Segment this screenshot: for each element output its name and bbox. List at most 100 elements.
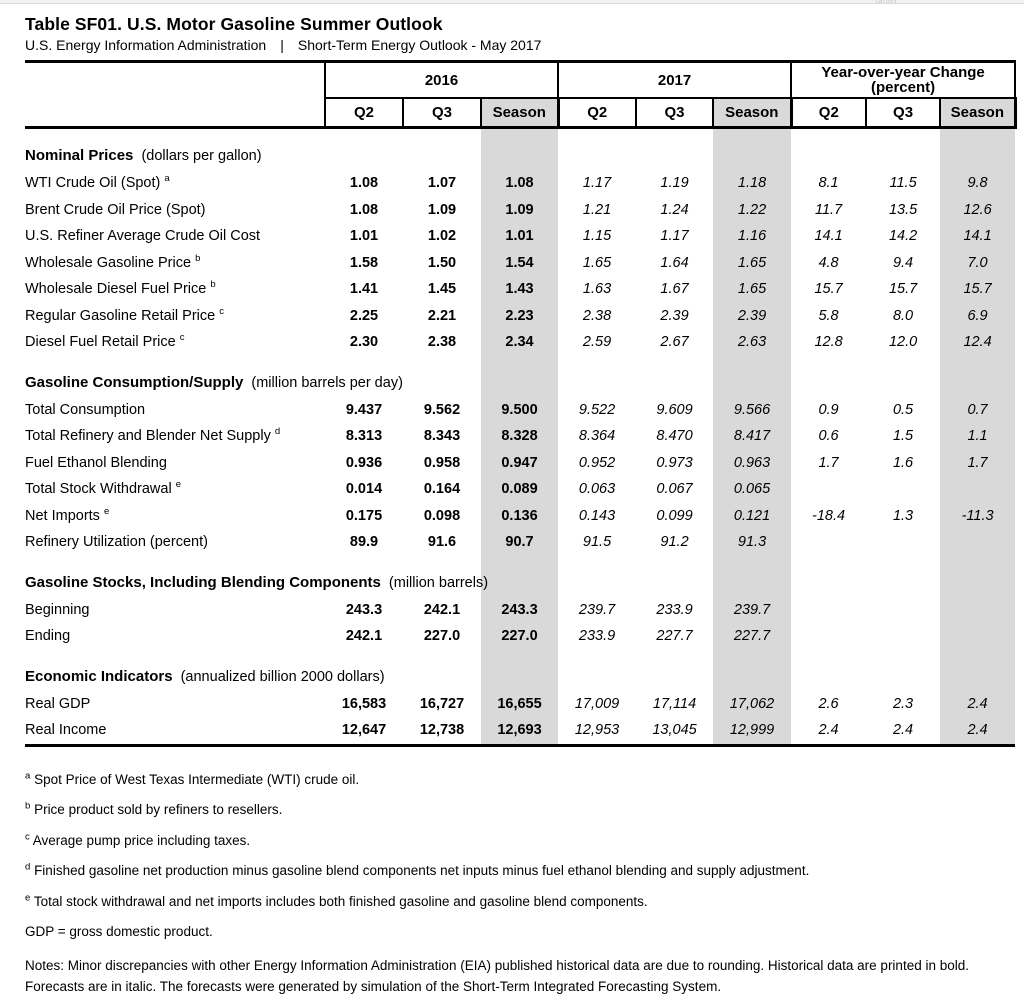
value-cell: [940, 476, 1016, 503]
value-cell: 1.45: [427, 281, 457, 298]
section-unit: (million barrels): [380, 574, 489, 591]
row-label: Regular Gasoline Retail Price c: [25, 305, 224, 324]
value-cell: 1.5: [892, 428, 914, 445]
value-cell: 227.7: [713, 623, 792, 650]
value-cell: 1.02: [427, 228, 457, 245]
table-row: Fuel Ethanol Blending 0.936 0.958 0.947 0.95…: [25, 449, 1016, 476]
value-cell: 14.2: [888, 228, 918, 245]
subtitle-separator: |: [280, 37, 284, 53]
section-row: Nominal Prices (dollars per gallon): [25, 127, 1016, 171]
row-label: WTI Crude Oil (Spot) a: [25, 173, 170, 192]
value-cell: 1.18: [713, 170, 792, 197]
section-filler-cell: [791, 128, 866, 171]
section-unit: (dollars per gallon): [133, 148, 262, 164]
value-cell: 0.063: [578, 481, 616, 498]
section-unit: (million barrels per day): [243, 374, 403, 391]
footnote-marker: d: [25, 861, 31, 873]
section-label-cell: Nominal Prices (dollars per gallon): [25, 128, 325, 171]
value-cell: 15.7: [940, 276, 1016, 303]
section-filler-cell: [713, 127, 792, 170]
value-cell: 2.25: [349, 307, 379, 324]
footnote: d Finished gasoline net production minus…: [25, 862, 1015, 880]
footnote-marker: e: [103, 505, 110, 517]
value-cell: 8.470: [656, 428, 693, 445]
value-cell: [866, 476, 940, 503]
value-cell: 0.952: [578, 454, 616, 471]
value-cell: 1.17: [660, 228, 689, 245]
value-cell: 239.7: [713, 596, 792, 623]
value-cell: 1.19: [660, 175, 689, 192]
row-label: Refinery Utilization (percent): [25, 534, 208, 551]
subheader-q3-yoy: Q3: [865, 98, 942, 129]
value-cell: 89.9: [349, 534, 379, 551]
section-filler-cell: [940, 355, 1016, 397]
value-cell: 1.65: [713, 249, 792, 276]
value-cell: 16,655: [481, 690, 559, 717]
value-cell: 1.63: [582, 281, 612, 298]
notes-paragraph: Notes: Minor discrepancies with other En…: [25, 957, 969, 994]
value-cell: 0.963: [713, 449, 792, 476]
subheader-season-2017: Season: [712, 98, 793, 129]
row-label: Ending: [25, 628, 71, 645]
value-cell: 0.7: [940, 396, 1016, 423]
table-row: U.S. Refiner Average Crude Oil Cost 1.01 1…: [25, 223, 1016, 250]
value-cell: 227.7: [656, 628, 693, 645]
value-cell: 11.7: [814, 201, 843, 218]
table-row: Brent Crude Oil Price (Spot) 1.08 1.09 1.09…: [25, 196, 1016, 223]
value-cell: 9.522: [578, 401, 616, 418]
value-cell: 91.6: [427, 534, 457, 551]
section-filler-cell: [940, 649, 1016, 691]
group-label: 2016: [424, 71, 459, 89]
value-cell: 2.30: [349, 334, 379, 351]
table-row: Total Refinery and Blender Net Supply d 8…: [25, 423, 1016, 450]
value-cell: 13.5: [888, 201, 918, 218]
subheader-season-yoy: Season: [939, 98, 1017, 129]
section-filler-cell: [713, 649, 792, 691]
value-cell: [791, 476, 866, 503]
section-filler-cell: [940, 127, 1016, 170]
value-cell: 2.6: [818, 695, 839, 712]
value-cell: [791, 623, 866, 650]
value-cell: 14.1: [814, 228, 843, 245]
section-filler-cell: [636, 356, 713, 397]
value-cell: 2.39: [660, 307, 689, 324]
value-cell: 227.0: [481, 623, 559, 650]
value-cell: 0.121: [713, 502, 792, 529]
value-cell: 12,738: [403, 717, 481, 747]
table-row: Ending 242.1 227.0 227.0 233.9 227.7 227.7: [25, 623, 1016, 650]
row-label: Total Consumption: [25, 401, 146, 418]
value-cell: 1.6: [892, 454, 914, 471]
value-cell: 9.500: [481, 396, 559, 423]
value-cell: [866, 597, 940, 624]
footnote-marker: e: [25, 892, 31, 904]
value-cell: 1.08: [481, 170, 559, 197]
value-cell: 6.9: [940, 302, 1016, 329]
value-cell: 0.9: [818, 401, 839, 418]
value-cell: 1.08: [349, 201, 379, 218]
clipped-text-artifact: target: [876, 0, 897, 3]
value-cell: 1.09: [427, 201, 457, 218]
row-label: Total Refinery and Blender Net Supply d: [25, 426, 281, 445]
subheader-q3-2016: Q3: [402, 98, 482, 129]
value-cell: 0.067: [656, 481, 693, 498]
group-header-row: 2016 2017 Year-over-year Change (percent): [25, 60, 1017, 99]
section-filler-cell: [791, 556, 866, 597]
subheader-row: Q2 Q3 Season Q2 Q3 Season Q2 Q3 Season: [25, 98, 1017, 129]
value-cell: 233.9: [656, 601, 693, 618]
row-label: Brent Crude Oil Price (Spot): [25, 201, 206, 218]
value-cell: 1.1: [940, 423, 1016, 450]
value-cell: 8.364: [578, 428, 616, 445]
value-cell: 16,583: [341, 695, 387, 712]
value-cell: 1.7: [940, 449, 1016, 476]
value-cell: [940, 623, 1016, 650]
table-row: Real GDP 16,583 16,727 16,655 17,009 17,114 17…: [25, 690, 1016, 717]
section-filler-cell: [866, 556, 940, 597]
section-name: Economic Indicators: [25, 667, 173, 685]
footnote: e Total stock withdrawal and net imports…: [25, 893, 1015, 911]
value-cell: 1.16: [713, 223, 792, 250]
group-label-unit: (percent): [870, 79, 936, 96]
value-cell: 1.01: [349, 228, 379, 245]
value-cell: 2.4: [940, 690, 1016, 717]
footnote-marker: a: [164, 173, 170, 185]
subheader-season-2016: Season: [479, 98, 560, 129]
